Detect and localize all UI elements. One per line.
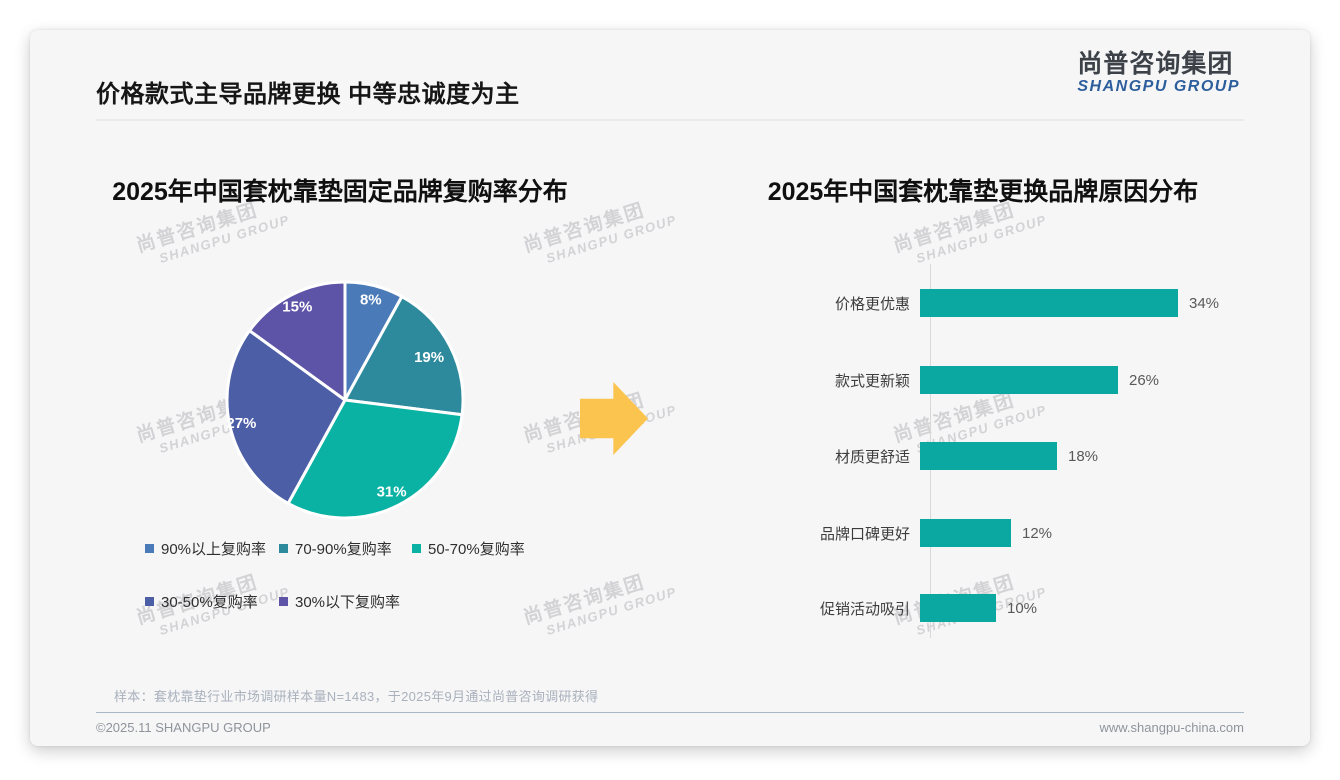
logo-english-text: SHANGPU GROUP [1077, 78, 1240, 95]
bar-value-label: 26% [1129, 371, 1160, 389]
bar-促销活动吸引 [920, 594, 996, 622]
pie-slice-70-90%复购率 [343, 295, 465, 417]
legend-item: 90%以上复购率 [145, 538, 279, 559]
legend-swatch-icon [145, 544, 154, 553]
footer-website: www.shangpu-china.com [1099, 720, 1244, 735]
legend-label: 30%以下复购率 [295, 594, 401, 611]
bar-row: 促销活动吸引 10% [790, 594, 1037, 622]
pie-slice-label: 27% [226, 415, 256, 432]
bar-value-label: 18% [1068, 447, 1099, 465]
legend-swatch-icon [279, 597, 288, 606]
bar-category-label: 价格更优惠 [834, 295, 910, 313]
bar-row: 价格更优惠 34% [790, 289, 1219, 317]
bar-category-label: 材质更舒适 [834, 448, 910, 466]
pie-slice-label: 31% [377, 484, 407, 501]
legend-swatch-icon [145, 597, 154, 606]
pie-slice-30-50%复购率 [225, 329, 347, 505]
pie-chart-title: 2025年中国套枕靠垫固定品牌复购率分布 [112, 178, 568, 206]
legend-item: 30-50%复购率 [145, 591, 279, 612]
bar-chart: 价格更优惠 34% 款式更新颖 26% 材质更舒适 18% 品牌口碑更好 12% 促销活动吸引 1… [790, 264, 1270, 639]
footer-copyright: ©2025.11 SHANGPU GROUP [96, 720, 271, 735]
bar-价格更优惠 [920, 289, 1178, 317]
bar-row: 款式更新颖 26% [790, 366, 1159, 394]
bar-材质更舒适 [920, 442, 1057, 470]
bar-value-label: 34% [1189, 294, 1220, 312]
legend-swatch-icon [279, 544, 288, 553]
pie-slice-label: 15% [282, 298, 312, 315]
legend-label: 70-90%复购率 [295, 541, 392, 558]
pie-chart-svg: 8% 19% 31% 27% 15% [225, 280, 465, 520]
legend-label: 90%以上复购率 [161, 541, 267, 558]
bar-category-label: 品牌口碑更好 [819, 525, 910, 543]
pie-slice-label: 19% [414, 349, 444, 366]
bar-category-label: 促销活动吸引 [819, 600, 910, 618]
bar-row: 品牌口碑更好 12% [790, 519, 1052, 547]
pie-chart: 8% 19% 31% 27% 15% [220, 275, 470, 525]
bar-款式更新颖 [920, 366, 1118, 394]
page-title: 价格款式主导品牌更换 中等忠诚度为主 [96, 81, 520, 108]
sample-note: 样本：套枕靠垫行业市场调研样本量N=1483，于2025年9月通过尚普咨询调研获… [114, 689, 599, 704]
pie-slice-label: 8% [360, 291, 382, 308]
legend-label: 50-70%复购率 [428, 541, 525, 558]
pie-slice-50-70%复购率 [286, 398, 464, 520]
pie-slice-30%以下复购率 [248, 280, 347, 402]
legend-item: 30%以下复购率 [279, 591, 412, 612]
logo-chinese-text: 尚普咨询集团 [1077, 50, 1234, 78]
bar-品牌口碑更好 [920, 519, 1011, 547]
title-divider [96, 119, 1244, 121]
bar-category-label: 款式更新颖 [834, 372, 910, 390]
bar-value-label: 12% [1022, 524, 1053, 542]
bar-chart-title: 2025年中国套枕靠垫更换品牌原因分布 [767, 178, 1199, 206]
legend-item: 70-90%复购率 [279, 538, 412, 559]
legend-swatch-icon [412, 544, 421, 553]
bar-row: 材质更舒适 18% [790, 442, 1098, 470]
pie-legend: 90%以上复购率 70-90%复购率 50-70%复购率 30-50%复购率 30%以下… [145, 538, 585, 612]
footer-divider [96, 712, 1244, 713]
bar-value-label: 10% [1007, 599, 1038, 617]
legend-item: 50-70%复购率 [412, 538, 585, 559]
legend-label: 30-50%复购率 [161, 594, 258, 611]
company-logo: 尚普咨询集团 SHANGPU GROUP [1077, 50, 1240, 96]
